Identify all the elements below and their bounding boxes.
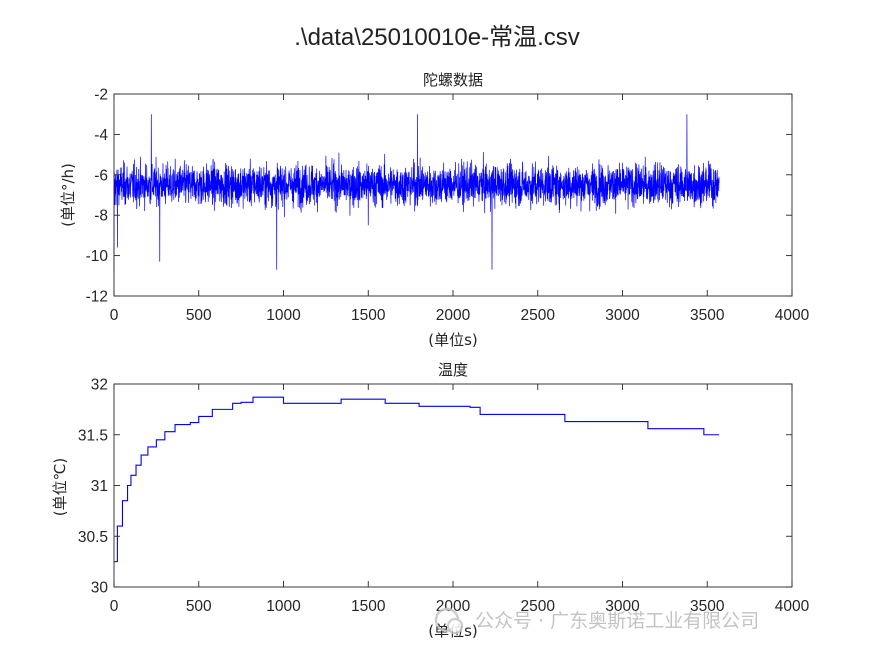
x-tick-label: 1000 bbox=[266, 598, 301, 615]
y-tick-label: -2 bbox=[94, 87, 108, 104]
x-tick-label: 500 bbox=[186, 598, 212, 615]
x-tick-label: 3500 bbox=[690, 307, 725, 324]
x-tick-label: 2000 bbox=[436, 598, 471, 615]
y-tick-label: 31.5 bbox=[78, 427, 108, 444]
watermark-text: 公众号 · 广东奥斯诺工业有限公司 bbox=[475, 610, 759, 632]
gyro-axes: 陀螺数据 0 500 1000 1500 2000 2500 3000 3500 4000 -12… bbox=[59, 71, 810, 349]
x-tick-label: 2500 bbox=[521, 598, 556, 615]
x-tick-label: 2000 bbox=[436, 307, 471, 324]
y-tick-label: 30 bbox=[91, 580, 109, 597]
temperature-y-label: (单位℃) bbox=[51, 458, 69, 517]
gyro-x-label: (单位s) bbox=[428, 331, 478, 349]
temperature-series-line bbox=[114, 396, 720, 563]
y-tick-label: 30.5 bbox=[78, 529, 108, 546]
y-tick-label: 32 bbox=[91, 377, 108, 394]
temperature-axes-title: 温度 bbox=[438, 361, 468, 379]
gyro-y-label: (单位°/h) bbox=[59, 163, 77, 227]
temperature-ticks: 0 500 1000 1500 2000 2500 3000 3500 4000 30 30.5 31… bbox=[78, 377, 810, 616]
gyro-axes-title: 陀螺数据 bbox=[423, 71, 483, 89]
gyro-ticks: 0 500 1000 1500 2000 2500 3000 3500 4000 -12 -10 -8… bbox=[86, 87, 810, 325]
x-tick-label: 2500 bbox=[521, 307, 556, 324]
x-tick-label: 0 bbox=[110, 598, 119, 615]
x-tick-label: 1500 bbox=[351, 307, 386, 324]
x-tick-label: 3500 bbox=[690, 598, 725, 615]
x-tick-label: 3000 bbox=[605, 598, 640, 615]
watermark: 公众号 · 广东奥斯诺工业有限公司 bbox=[434, 607, 759, 635]
temperature-axes: 温度 0 500 1000 1500 2000 2500 3000 3500 4000 30 30.… bbox=[51, 361, 810, 640]
x-tick-label: 4000 bbox=[775, 598, 810, 615]
y-tick-label: -4 bbox=[94, 127, 108, 144]
temperature-plot-area bbox=[114, 396, 720, 563]
wechat-official-account-icon bbox=[434, 607, 464, 635]
x-tick-label: 1000 bbox=[266, 307, 301, 324]
y-tick-label: -10 bbox=[86, 248, 109, 265]
x-tick-label: 4000 bbox=[775, 307, 810, 324]
y-tick-label: -12 bbox=[86, 289, 108, 306]
x-tick-label: 3000 bbox=[605, 307, 640, 324]
figure-title: .\data\25010010e-常温.csv bbox=[294, 24, 580, 51]
x-tick-label: 0 bbox=[110, 307, 119, 324]
y-tick-label: 31 bbox=[91, 478, 108, 495]
y-tick-label: -8 bbox=[94, 208, 108, 225]
x-tick-label: 1500 bbox=[351, 598, 386, 615]
gyro-plot-area bbox=[113, 114, 720, 272]
x-tick-label: 500 bbox=[186, 307, 212, 324]
gyro-series-line bbox=[113, 114, 720, 272]
y-tick-label: -6 bbox=[94, 167, 108, 184]
